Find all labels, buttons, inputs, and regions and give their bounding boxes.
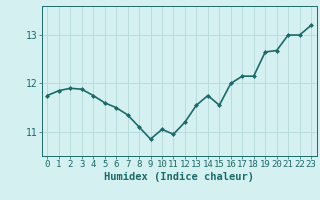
X-axis label: Humidex (Indice chaleur): Humidex (Indice chaleur) (104, 172, 254, 182)
